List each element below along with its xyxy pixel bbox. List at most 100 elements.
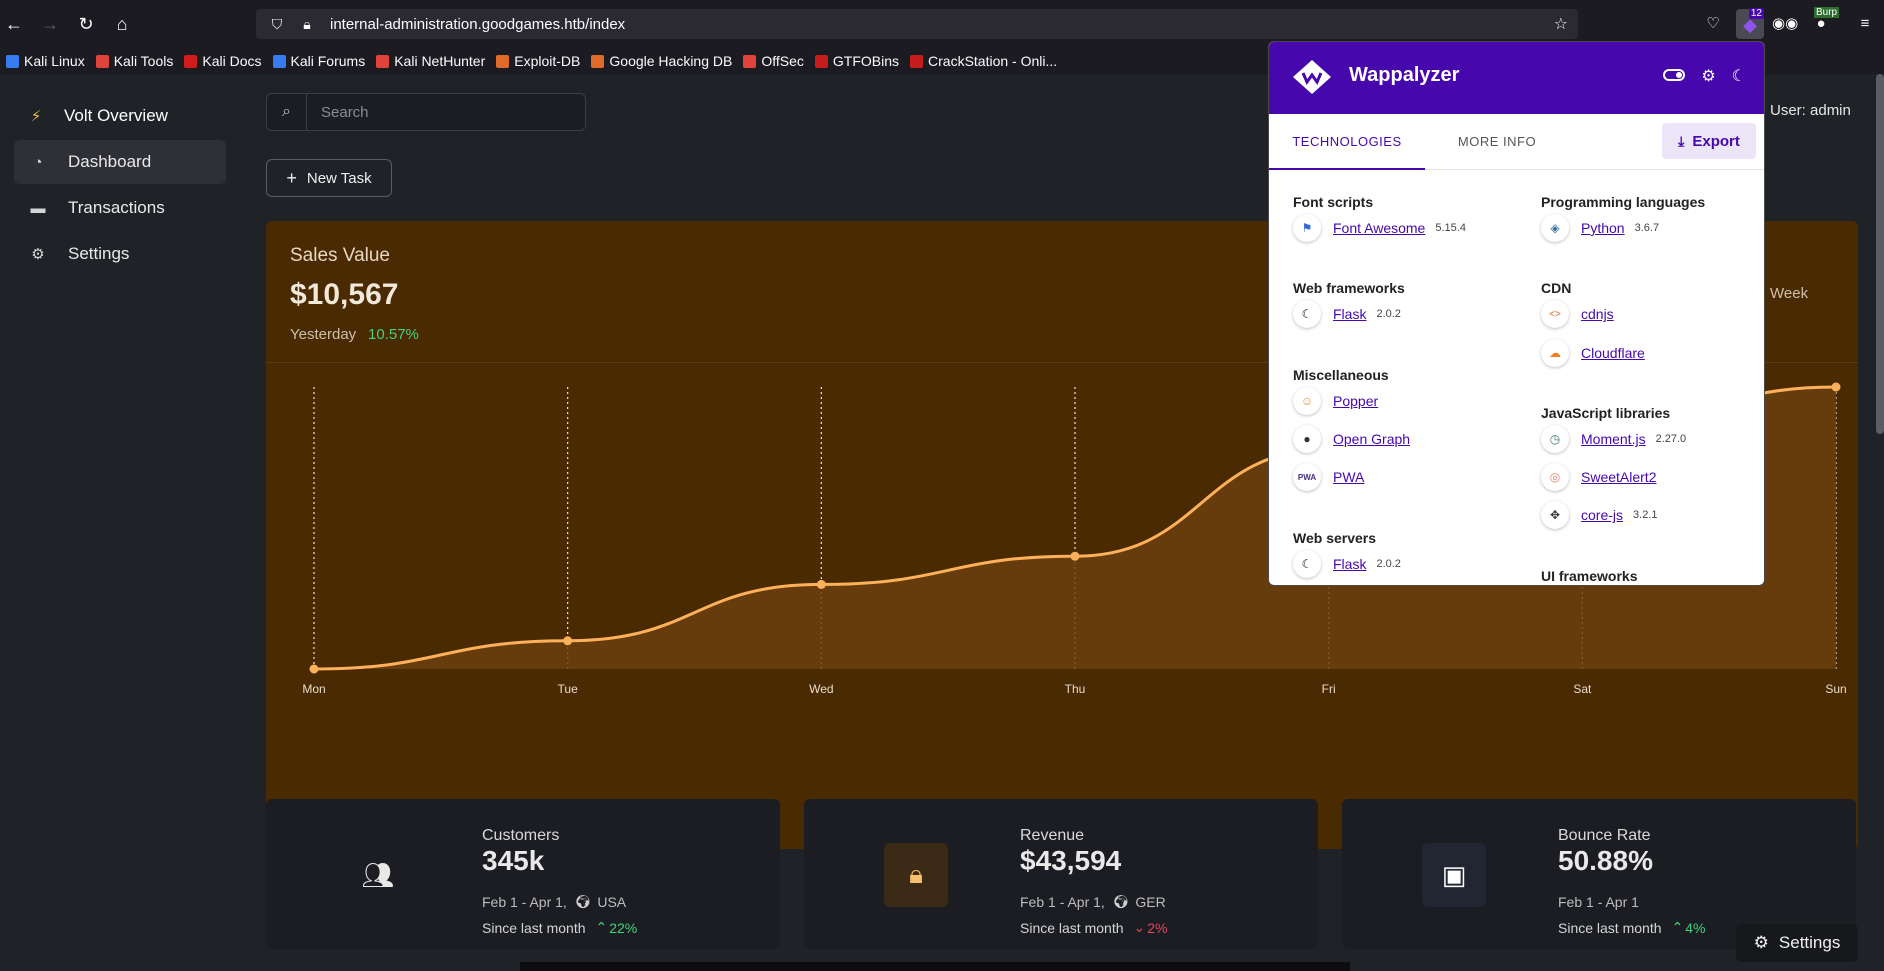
page-scrollbar[interactable] — [1876, 74, 1884, 434]
tab-technologies[interactable]: TECHNOLOGIES — [1269, 114, 1425, 170]
week-toggle[interactable]: Week — [1770, 285, 1809, 302]
bookmark-star-icon[interactable]: ☆ — [1553, 16, 1568, 33]
bookmark-item[interactable]: Exploit-DB — [496, 53, 580, 69]
tech-item[interactable]: ◈ Python 3.6.7 — [1541, 214, 1659, 242]
lock-icon[interactable]: 🔒︎ — [303, 15, 311, 32]
wappalyzer-body: Font scripts ⚑ Font Awesome 5.15.4 Web f… — [1269, 171, 1764, 585]
font-awesome-icon: ⚑ — [1293, 214, 1321, 242]
search-icon[interactable]: ⌕ — [267, 94, 307, 130]
stat-value: 345k — [482, 845, 545, 876]
sidebar-brand[interactable]: ⚡︎ Volt Overview — [14, 94, 226, 138]
tech-name[interactable]: Python — [1581, 220, 1625, 236]
wappalyzer-header-icons: ⚙ ☾ — [1663, 66, 1746, 86]
tech-name[interactable]: Popper — [1333, 393, 1379, 409]
tech-version: 5.15.4 — [1435, 222, 1466, 234]
shield-icon[interactable]: ⛉ — [271, 15, 283, 32]
bookmark-item[interactable]: Kali Linux — [6, 53, 85, 69]
reload-icon[interactable]: ↻ — [78, 14, 94, 34]
url-text[interactable]: internal-administration.goodgames.htb/in… — [330, 15, 626, 33]
stat-since-text: Since last month — [1558, 919, 1662, 936]
back-icon[interactable]: ← — [5, 14, 23, 34]
gear-icon[interactable]: ⚙ — [1701, 68, 1716, 85]
tech-item[interactable]: ✥ core-js 3.2.1 — [1541, 501, 1657, 529]
burp-extension-icon[interactable]: ● — [1816, 15, 1826, 32]
floating-settings-label: Settings — [1778, 933, 1841, 952]
flask-icon: ☾ — [1293, 300, 1321, 328]
tech-item[interactable]: ◎ SweetAlert2 — [1541, 463, 1656, 491]
tab-more-info[interactable]: MORE INFO — [1457, 134, 1537, 149]
new-task-label: New Task — [306, 169, 372, 187]
tech-item[interactable]: PWA PWA — [1293, 463, 1364, 491]
bookmark-item[interactable]: Kali Forums — [272, 53, 365, 69]
tech-name[interactable]: Cloudflare — [1581, 345, 1645, 361]
stat-region: USA — [597, 894, 627, 910]
bookmark-favicon-icon — [743, 54, 757, 68]
sales-value: $10,567 — [290, 278, 399, 311]
sidebar-item-settings[interactable]: ⚙ Settings — [14, 232, 226, 276]
burp-badge: Burp — [1814, 7, 1840, 18]
tech-item[interactable]: ◷ Moment.js 2.27.0 — [1541, 425, 1686, 453]
tech-item[interactable]: ☺ Popper — [1293, 387, 1378, 415]
new-task-button[interactable]: + New Task — [266, 159, 392, 197]
category-web-frameworks: Web frameworks — [1293, 280, 1405, 296]
trend-up-icon: ⌃ — [595, 919, 608, 935]
stat-period-text: Feb 1 - Apr 1, — [482, 894, 567, 910]
wappalyzer-extension-button[interactable]: ◆ 12 — [1736, 8, 1764, 39]
tech-name[interactable]: Moment.js — [1581, 431, 1646, 447]
toggle-icon[interactable] — [1663, 69, 1686, 81]
bookmark-item[interactable]: OffSec — [743, 53, 804, 69]
core-js-icon: ✥ — [1541, 501, 1569, 529]
user-label[interactable]: User: admin — [1770, 102, 1851, 119]
wappalyzer-header: Wappalyzer ⚙ ☾ — [1269, 42, 1764, 114]
tech-item[interactable]: <> cdnjs — [1541, 300, 1614, 328]
tech-name[interactable]: SweetAlert2 — [1581, 469, 1657, 485]
moon-icon[interactable]: ☾ — [1731, 68, 1746, 85]
bookmark-item[interactable]: Kali Tools — [95, 53, 173, 69]
search-input[interactable] — [321, 103, 571, 121]
stat-since-text: Since last month — [1020, 919, 1124, 936]
tech-name[interactable]: Flask — [1333, 556, 1367, 572]
data-point — [563, 636, 573, 646]
bookmark-label: Kali Linux — [24, 53, 85, 69]
sidebar-item-dashboard[interactable]: ◔ Dashboard — [14, 140, 226, 184]
wappalyzer-popup: Wappalyzer ⚙ ☾ TECHNOLOGIES MORE INFO ⤓ … — [1268, 41, 1765, 586]
stat-period-text: Feb 1 - Apr 1, — [1020, 894, 1105, 910]
chart-title: Sales Value — [290, 245, 390, 266]
cdnjs-icon: <> — [1541, 300, 1569, 328]
menu-icon[interactable]: ≡ — [1860, 15, 1870, 32]
tech-item[interactable]: ● Open Graph — [1293, 425, 1410, 453]
export-button[interactable]: ⤓ Export — [1662, 123, 1756, 159]
tech-item[interactable]: ☁ Cloudflare — [1541, 339, 1645, 367]
tech-name[interactable]: Font Awesome — [1333, 220, 1426, 236]
tech-item[interactable]: ☾ Flask 2.0.2 — [1293, 300, 1401, 328]
forward-icon[interactable]: → — [41, 14, 59, 34]
bookmark-item[interactable]: GTFOBins — [814, 53, 899, 69]
trend-down-icon: ⌄ — [1133, 919, 1146, 935]
url-bar[interactable]: ⛉ 🔒︎ internal-administration.goodgames.h… — [256, 9, 1578, 39]
sidebar-item-transactions[interactable]: ▬ Transactions — [14, 186, 226, 230]
tech-item[interactable]: ☾ Flask 2.0.2 — [1293, 550, 1401, 578]
x-tick-label: Wed — [809, 682, 833, 696]
bookmark-item[interactable]: Google Hacking DB — [591, 53, 732, 69]
tech-name[interactable]: cdnjs — [1581, 306, 1614, 322]
stat-since-text: Since last month — [482, 919, 586, 936]
tech-item[interactable]: ⚑ Font Awesome 5.15.4 — [1293, 214, 1466, 242]
bookmark-label: Exploit-DB — [514, 53, 581, 69]
bookmark-favicon-icon — [814, 54, 828, 68]
lightning-icon: ⚡︎ — [30, 108, 42, 125]
sales-period: Yesterday — [290, 326, 357, 343]
tech-name[interactable]: core-js — [1581, 507, 1624, 523]
tech-name[interactable]: PWA — [1333, 469, 1365, 485]
floating-settings-button[interactable]: ⚙ Settings — [1736, 924, 1858, 962]
bookmark-item[interactable]: Kali Docs — [184, 53, 262, 69]
bookmark-item[interactable]: Kali NetHunter — [376, 53, 485, 69]
tech-name[interactable]: Flask — [1333, 306, 1367, 322]
pocket-icon[interactable]: ♡ — [1706, 15, 1720, 32]
tech-name[interactable]: Open Graph — [1333, 431, 1411, 447]
pie-chart-icon: ◔ — [33, 153, 43, 171]
bookmark-item[interactable]: CrackStation - Onli... — [910, 53, 1057, 69]
x-tick-label: Fri — [1322, 682, 1336, 696]
bookmark-favicon-icon — [184, 54, 198, 68]
spy-extension-icon[interactable]: ◉◉ — [1772, 15, 1799, 32]
home-icon[interactable]: ⌂ — [116, 14, 128, 34]
